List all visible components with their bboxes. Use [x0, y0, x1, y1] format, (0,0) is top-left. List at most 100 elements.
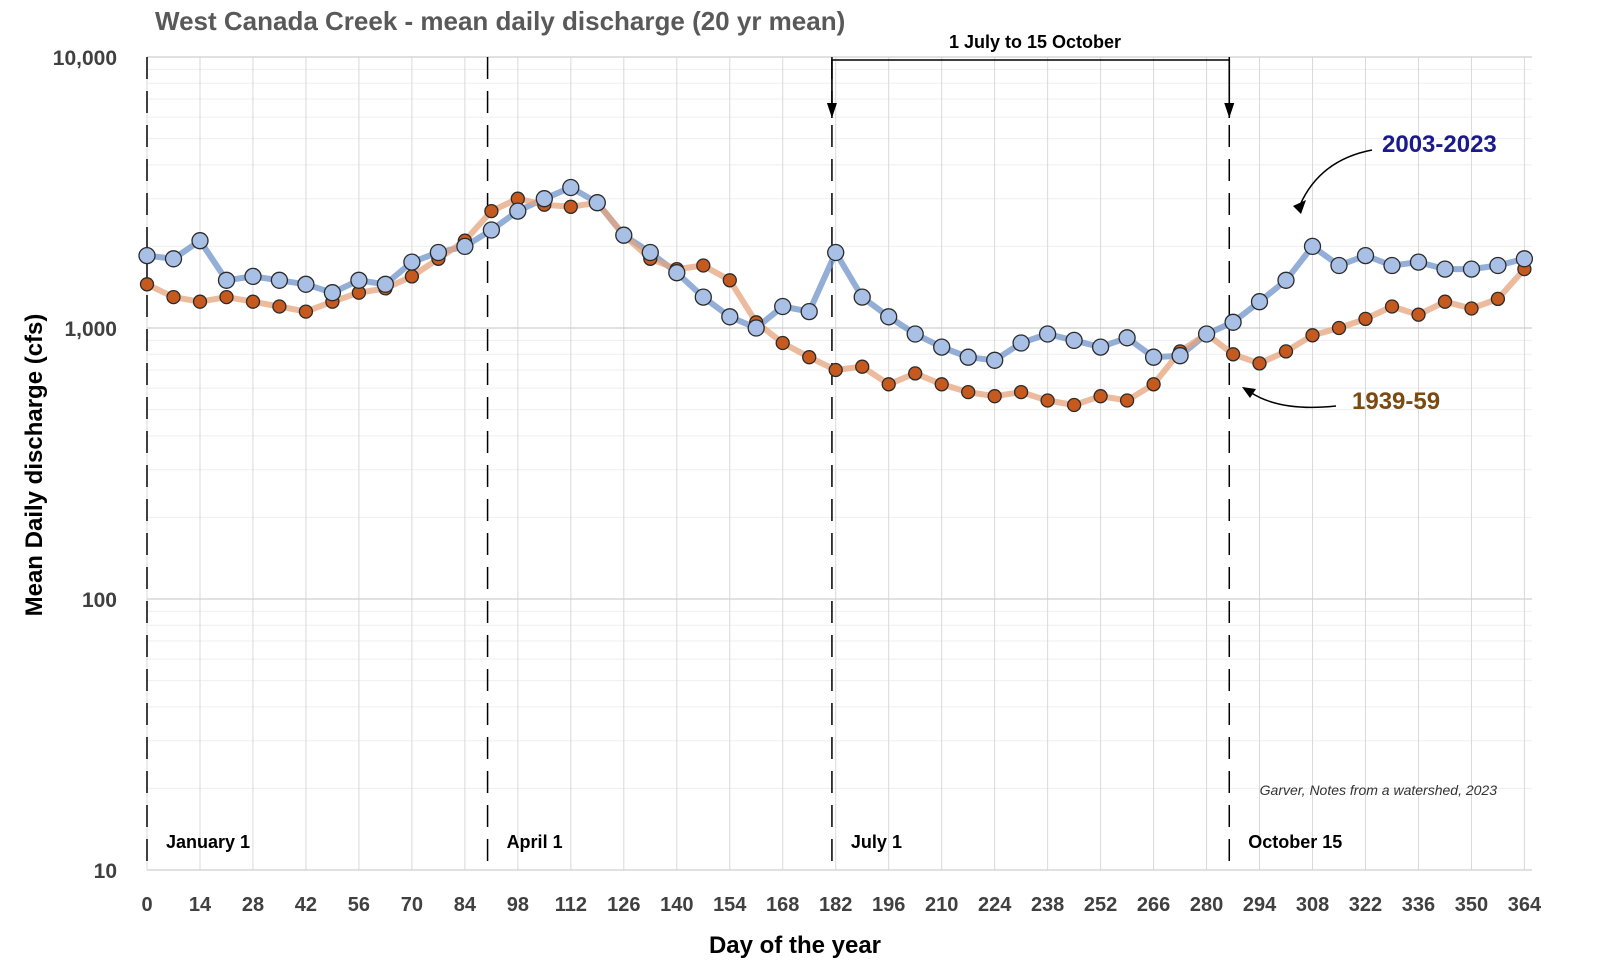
- x-tick-label: 266: [1137, 894, 1170, 916]
- data-point-2003-2023: [270, 271, 289, 289]
- data-point-2003-2023: [1012, 334, 1030, 352]
- data-point-2003-2023: [1515, 250, 1534, 268]
- data-point-1939-59: [1146, 377, 1161, 392]
- x-tick-label: 84: [454, 894, 477, 916]
- x-tick-label: 42: [295, 894, 317, 916]
- x-tick-label: 364: [1508, 894, 1542, 916]
- data-point-1939-59: [696, 258, 711, 273]
- data-point-2003-2023: [986, 351, 1004, 369]
- x-tick-label: 140: [660, 894, 693, 916]
- data-point-2003-2023: [376, 275, 395, 293]
- data-point-2003-2023: [1171, 347, 1189, 365]
- chart-title: West Canada Creek - mean daily discharge…: [155, 6, 845, 36]
- x-tick-label: 0: [141, 894, 152, 916]
- data-point-1939-59: [1225, 347, 1241, 362]
- data-point-1939-59: [1013, 384, 1029, 400]
- x-tick-label: 224: [978, 894, 1012, 916]
- data-point-1939-59: [1040, 393, 1055, 408]
- date-markers: January 1 April 1 July 1 October 15: [166, 832, 1342, 852]
- x-tick-label: 154: [713, 894, 747, 916]
- data-point-1939-59: [1384, 299, 1400, 314]
- data-point-1939-59: [1119, 393, 1135, 408]
- data-point-2003-2023: [1436, 260, 1454, 278]
- data-point-2003-2023: [774, 297, 792, 316]
- data-point-1939-59: [1331, 320, 1347, 336]
- data-point-2003-2023: [1224, 313, 1242, 331]
- data-point-2003-2023: [403, 253, 421, 271]
- data-point-2003-2023: [615, 226, 633, 244]
- data-point-1939-59: [802, 350, 817, 365]
- data-point-1939-59: [1066, 397, 1082, 413]
- data-point-2003-2023: [217, 271, 236, 289]
- data-point-2003-2023: [1065, 331, 1083, 350]
- data-point-2003-2023: [747, 319, 765, 337]
- x-tick-label: 70: [401, 894, 423, 916]
- annotation-lines: [146, 57, 1231, 870]
- data-point-2003-2023: [853, 288, 871, 306]
- data-point-2003-2023: [880, 308, 898, 326]
- data-point-2003-2023: [694, 288, 712, 306]
- data-point-2003-2023: [429, 243, 448, 262]
- callout-arrow-2003-2023: [1299, 149, 1373, 206]
- x-tick-label: 336: [1402, 894, 1435, 916]
- y-tick-labels: 10 100 1,000 10,000: [53, 47, 117, 883]
- data-point-1939-59: [404, 269, 420, 284]
- data-point-2003-2023: [1250, 293, 1269, 311]
- data-point-2003-2023: [1091, 338, 1110, 356]
- data-point-1939-59: [139, 277, 155, 292]
- period-bracket: 1 July to 15 October: [826, 32, 1235, 118]
- data-point-2003-2023: [933, 338, 951, 356]
- data-point-1939-59: [563, 199, 578, 214]
- x-tick-label: 98: [507, 894, 529, 916]
- data-point-2003-2023: [827, 243, 845, 262]
- data-point-1939-59: [881, 377, 896, 392]
- credit-note: Garver, Notes from a watershed, 2023: [1260, 782, 1498, 798]
- x-tick-label: 238: [1031, 894, 1064, 916]
- bracket-arrowhead: [826, 103, 837, 118]
- data-point-2003-2023: [297, 275, 315, 293]
- x-tick-label: 126: [607, 894, 640, 916]
- callout-arrowhead-2003-2023: [1293, 200, 1306, 214]
- x-tick-label: 14: [189, 894, 212, 916]
- data-point-2003-2023: [800, 302, 818, 321]
- data-point-2003-2023: [164, 250, 183, 268]
- data-point-1939-59: [934, 377, 949, 392]
- y-tick-label: 10,000: [53, 47, 117, 70]
- date-marker-label: January 1: [166, 832, 250, 852]
- data-point-1939-59: [1252, 356, 1267, 371]
- x-tick-label: 56: [348, 894, 370, 916]
- data-point-1939-59: [1305, 328, 1320, 343]
- data-point-2003-2023: [138, 246, 156, 265]
- data-point-1939-59: [166, 289, 181, 305]
- data-point-2003-2023: [1303, 237, 1322, 256]
- x-tick-label: 252: [1084, 894, 1117, 916]
- x-axis-label: Day of the year: [709, 932, 881, 959]
- x-tick-label: 168: [766, 894, 799, 916]
- data-point-1939-59: [722, 273, 737, 288]
- data-point-1939-59: [298, 304, 314, 319]
- data-point-2003-2023: [1330, 256, 1348, 275]
- data-point-2003-2023: [323, 284, 342, 302]
- data-point-2003-2023: [641, 243, 659, 262]
- data-point-2003-2023: [482, 221, 501, 239]
- data-point-2003-2023: [509, 202, 527, 220]
- data-point-2003-2023: [906, 325, 924, 343]
- data-point-1939-59: [272, 299, 287, 314]
- data-point-1939-59: [484, 203, 499, 219]
- data-point-2003-2023: [1489, 256, 1507, 275]
- y-tick-label: 100: [82, 589, 117, 612]
- data-point-2003-2023: [1277, 271, 1295, 289]
- data-point-1939-59: [961, 384, 976, 400]
- data-point-1939-59: [1093, 389, 1108, 404]
- data-point-1939-59: [908, 366, 923, 381]
- x-tick-label: 350: [1455, 894, 1488, 916]
- x-tick-label: 182: [819, 894, 852, 916]
- date-marker-label: April 1: [507, 832, 563, 852]
- date-marker-label: July 1: [851, 832, 902, 852]
- data-point-2003-2023: [1144, 348, 1163, 366]
- data-point-1939-59: [1278, 344, 1294, 359]
- data-point-2003-2023: [1038, 325, 1057, 343]
- data-point-2003-2023: [668, 264, 686, 282]
- data-point-1939-59: [1490, 291, 1506, 307]
- x-tick-label: 210: [925, 894, 958, 916]
